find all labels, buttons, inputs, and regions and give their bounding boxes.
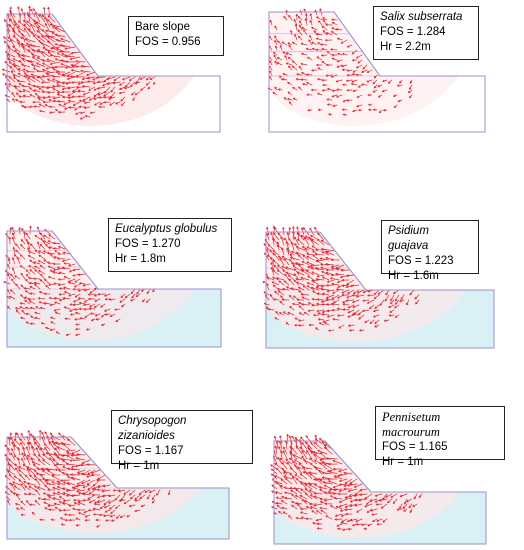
label-title: Salix subserrata <box>380 11 463 23</box>
slope-panel-psidium <box>262 225 495 349</box>
label-fos: FOS = 1.167 <box>118 445 184 457</box>
slip-mass <box>7 231 196 342</box>
vector-paths <box>267 8 413 116</box>
label-chrysopogon: Chrysopogon zizanioides FOS = 1.167 Hr =… <box>111 410 253 472</box>
label-hr: Hr = 2.2m <box>380 41 431 53</box>
label-title: Pennisetum macrourum <box>382 410 441 439</box>
displacement-vectors <box>4 429 171 528</box>
label-hr: Hr = 1m <box>382 456 424 468</box>
label-psidium: Psidium guajava FOS = 1.223 Hr = 1.6m <box>381 220 479 282</box>
slip-mass <box>274 441 461 539</box>
vector-paths <box>4 429 171 528</box>
label-title: Chrysopogon zizanioides <box>118 415 187 442</box>
slip-mass <box>266 232 467 343</box>
label-title: Bare slope <box>135 21 190 33</box>
displacement-vectors <box>262 225 420 332</box>
label-fos: FOS = 1.284 <box>380 26 446 38</box>
vector-paths <box>262 225 420 332</box>
label-fos: FOS = 1.270 <box>115 238 181 250</box>
label-hr: Hr = 1m <box>118 460 160 472</box>
label-hr: Hr = 1.6m <box>388 270 439 282</box>
slope-outline-top <box>6 436 230 540</box>
label-salix: Salix subserrata FOS = 1.284 Hr = 2.2m <box>373 6 479 60</box>
label-bare: Bare slope FOS = 0.956 <box>128 16 224 56</box>
label-title: Eucalyptus globulus <box>115 223 218 235</box>
slope-panel-eucalyptus <box>3 225 222 348</box>
label-pennisetum: Pennisetum macrourum FOS = 1.165 Hr = 1m <box>375 406 505 468</box>
vector-paths <box>2 5 156 120</box>
slope-panel-chrysopogon <box>4 429 230 540</box>
slope-panel-bare <box>2 5 221 133</box>
label-fos: FOS = 1.223 <box>388 255 454 267</box>
slope-outline-top <box>6 13 221 133</box>
slope-panel-salix <box>267 8 486 133</box>
label-eucalyptus: Eucalyptus globulus FOS = 1.270 Hr = 1.8… <box>108 218 232 272</box>
slope-outline-top <box>273 440 487 545</box>
label-hr: Hr = 1.8m <box>115 253 166 265</box>
slope-outline-top <box>265 231 495 349</box>
slope-outline-top <box>6 230 222 348</box>
displacement-vectors <box>2 5 156 120</box>
label-title: Psidium guajava <box>388 225 429 252</box>
slope-outline-top <box>268 11 486 133</box>
displacement-vectors <box>267 8 413 116</box>
slope-panel-pennisetum <box>270 433 487 545</box>
label-fos: FOS = 0.956 <box>135 36 201 48</box>
label-fos: FOS = 1.165 <box>382 441 448 453</box>
